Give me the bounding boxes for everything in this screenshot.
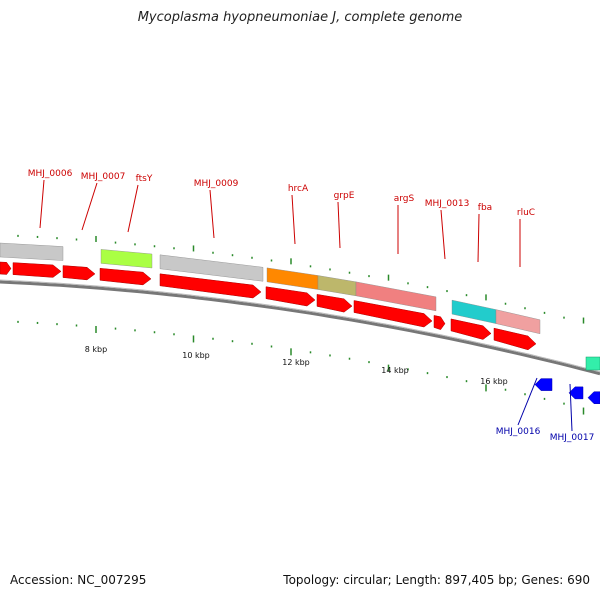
cog-bar-1 [100, 249, 153, 269]
scale-label-4: 16 kbp [480, 377, 508, 386]
genome-backbone [0, 280, 600, 376]
rev-gene-leader-0 [517, 377, 538, 426]
gene-label-rluc: rluC [517, 208, 535, 218]
gene-label-grpe: grpE [334, 191, 355, 201]
gene-label-mhj_0007: MHJ_0007 [81, 172, 126, 182]
gene-label-mhj_0016: MHJ_0016 [496, 427, 541, 437]
cds-arrow-10 [493, 327, 537, 351]
gene-label-mhj_0017: MHJ_0017 [550, 433, 595, 443]
reverse-arrow-0 [534, 378, 553, 391]
gene-leader-8 [477, 213, 480, 263]
scale-label-0: 8 kbp [85, 345, 107, 354]
cog-bar-mint [585, 356, 600, 371]
gene-leader-0 [39, 179, 45, 229]
gene-label-args: argS [394, 194, 415, 204]
genome-backbone-highlight [0, 279, 600, 373]
accession-label: Accession: NC_007295 [10, 573, 147, 587]
genome-summary: Topology: circular; Length: 897,405 bp; … [283, 573, 590, 587]
map-title: Mycoplasma hyopneumoniae J, complete gen… [137, 10, 463, 25]
cog-bar-2 [159, 254, 264, 282]
cog-bar-5 [355, 281, 437, 312]
scale-label-3: 14 kbp [381, 366, 409, 375]
cog-bar-7 [495, 309, 541, 335]
gene-leader-1 [81, 182, 98, 231]
gene-leader-4 [291, 194, 296, 245]
gene-leader-2 [127, 184, 139, 233]
cds-arrow-4 [159, 273, 262, 299]
scale-label-2: 12 kbp [282, 358, 310, 367]
cds-arrow-2 [62, 265, 96, 281]
cds-arrow-7 [353, 300, 433, 328]
gene-label-mhj_0009: MHJ_0009 [194, 179, 239, 189]
gene-leader-3 [209, 189, 215, 239]
cog-bar-0 [0, 242, 64, 261]
gene-leader-7 [440, 209, 446, 260]
reverse-arrow-2 [587, 391, 600, 404]
gene-leader-5 [337, 201, 341, 249]
cog-bar-4 [317, 275, 357, 297]
cds-arrow-0 [0, 261, 12, 275]
cds-arrow-8 [433, 315, 446, 330]
rev-gene-leader-1 [569, 383, 573, 432]
gene-label-fba: fba [478, 203, 492, 213]
cds-arrow-9 [450, 318, 492, 340]
gene-label-mhj_0006: MHJ_0006 [28, 169, 73, 179]
cds-arrow-1 [12, 262, 62, 278]
cog-bar-6 [451, 299, 497, 324]
scale-label-1: 10 kbp [182, 351, 210, 360]
gene-label-mhj_0013: MHJ_0013 [425, 199, 470, 209]
reverse-arrow-1 [568, 386, 584, 400]
cds-arrow-6 [316, 294, 353, 313]
cog-bar-3 [266, 267, 319, 290]
gene-label-hrca: hrcA [288, 184, 309, 194]
cds-arrow-3 [99, 268, 152, 286]
gene-label-ftsy: ftsY [136, 174, 153, 184]
cds-arrow-5 [265, 286, 316, 307]
